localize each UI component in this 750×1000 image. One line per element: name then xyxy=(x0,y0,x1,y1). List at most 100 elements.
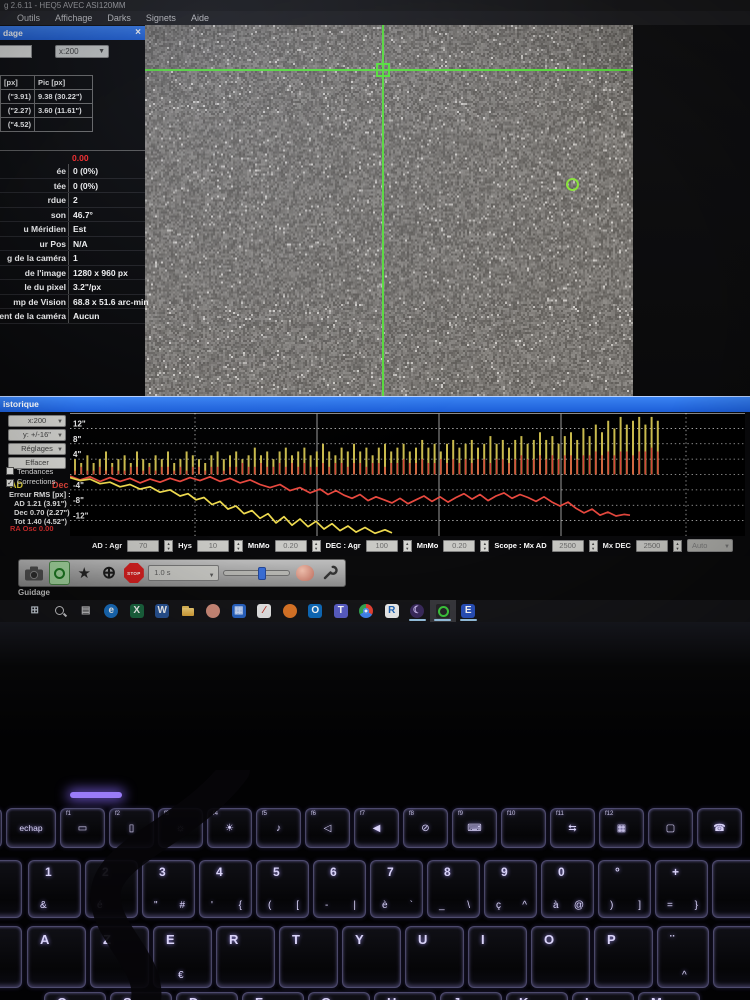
spinner[interactable]: ▲ ▼ xyxy=(589,540,598,552)
word-icon[interactable]: W xyxy=(155,604,169,618)
phd2-brain-icon-slot[interactable] xyxy=(201,600,227,622)
camera-connect-icon[interactable] xyxy=(24,561,45,585)
feather-app-icon-slot[interactable] xyxy=(277,600,303,622)
start-icon[interactable]: ⊞ xyxy=(28,604,42,618)
param-input-mxdec[interactable]: 2500 xyxy=(636,540,668,552)
outlook-icon[interactable]: O xyxy=(308,604,322,618)
spinner[interactable]: ▲ ▼ xyxy=(312,540,321,552)
excel-icon-slot[interactable]: X xyxy=(124,600,150,622)
checkbox-corrections[interactable]: ✓ Corrections xyxy=(6,477,55,486)
key-f8-mic-mute: f8 ⊘ xyxy=(403,808,448,848)
camera-noise[interactable] xyxy=(145,25,633,396)
menu-outils[interactable]: Outils xyxy=(17,11,40,25)
planetarium-icon[interactable]: ☾ xyxy=(410,604,424,618)
e-app-icon-slot[interactable]: E xyxy=(456,600,482,622)
param-input-adagr[interactable]: 70 xyxy=(127,540,159,552)
stop-icon[interactable]: STOP xyxy=(123,561,144,585)
spinner[interactable]: ▲ ▼ xyxy=(673,540,682,552)
key-U: U xyxy=(405,926,464,988)
search-icon-slot[interactable] xyxy=(48,600,74,622)
spinner[interactable]: ▲ ▼ xyxy=(403,540,412,552)
menu-aide[interactable]: Aide xyxy=(191,11,209,25)
guide-panel-titlebar: dage × xyxy=(0,26,145,40)
spinner[interactable]: ▲ ▼ xyxy=(234,540,243,552)
chrome-icon[interactable] xyxy=(359,604,373,618)
close-icon[interactable]: × xyxy=(135,26,141,40)
guide-zoom-select[interactable]: x:200 ▼ xyxy=(55,45,109,58)
guide-scope-icon[interactable] xyxy=(436,604,450,618)
spinner[interactable]: ▲ ▼ xyxy=(164,540,173,552)
dim-slider[interactable] xyxy=(223,570,291,576)
key-f11: f11 ⇆ xyxy=(550,808,595,848)
param-input-hys[interactable]: 10 xyxy=(197,540,229,552)
phd2-brain-icon[interactable] xyxy=(206,604,220,618)
history-select-1[interactable]: y: +/-16" ▼ xyxy=(8,429,66,441)
key-P: P xyxy=(594,926,653,988)
guide-scope-icon-slot[interactable] xyxy=(430,600,456,622)
history-select-2[interactable]: Réglages ▼ xyxy=(8,443,66,455)
param-label: DEC : Agr xyxy=(326,541,361,550)
teams-icon-slot[interactable]: T xyxy=(328,600,354,622)
svg-text:-8": -8" xyxy=(73,496,84,505)
edge-icon[interactable]: e xyxy=(104,604,118,618)
chrome-icon-slot[interactable] xyxy=(354,600,380,622)
excel-icon[interactable]: X xyxy=(130,604,144,618)
key-partial xyxy=(0,860,22,918)
key-f9-backlight: f9 ⌨ xyxy=(452,808,497,848)
pen-app-icon[interactable]: ∕ xyxy=(257,604,271,618)
word-icon-slot[interactable]: W xyxy=(150,600,176,622)
calculator-icon-slot[interactable]: ▦ xyxy=(226,600,252,622)
info-row: son 46.7° xyxy=(0,208,145,223)
keyboard-letter-row: A Z E € R T Y U I O P ¨ ^ xyxy=(0,926,750,990)
r-app-icon[interactable]: R xyxy=(385,604,399,618)
task-view-icon-slot[interactable]: ▤ xyxy=(73,600,99,622)
feather-app-icon[interactable] xyxy=(283,604,297,618)
slider-thumb[interactable] xyxy=(258,567,266,580)
info-label: le du pixel xyxy=(0,282,66,292)
menu-darks[interactable]: Darks xyxy=(107,11,131,25)
brain-advanced-settings-icon[interactable] xyxy=(294,561,315,585)
planetarium-icon-slot[interactable]: ☾ xyxy=(405,600,431,622)
param-input-decagr[interactable]: 100 xyxy=(366,540,398,552)
r-app-icon-slot[interactable]: R xyxy=(379,600,405,622)
camera-setup-wrench-icon[interactable] xyxy=(319,561,340,585)
history-plot: 12" 8" 4" -4" -8" -12" xyxy=(70,413,745,536)
running-indicator xyxy=(434,619,451,621)
param-input-mnmo[interactable]: 0.20 xyxy=(275,540,307,552)
auto-select-star-icon[interactable]: ★ xyxy=(74,561,95,585)
start-icon-slot[interactable]: ⊞ xyxy=(22,600,48,622)
explorer-icon-slot[interactable] xyxy=(175,600,201,622)
begin-guiding-icon[interactable]: ⊕ xyxy=(99,561,120,585)
calculator-icon[interactable]: ▦ xyxy=(232,604,246,618)
edge-icon-slot[interactable]: e xyxy=(99,600,125,622)
spinner[interactable]: ▲ ▼ xyxy=(480,540,489,552)
history-select-0[interactable]: x:200 ▼ xyxy=(8,415,66,427)
explorer-icon[interactable] xyxy=(181,604,195,618)
checkbox-tendances[interactable]: Tendances xyxy=(6,467,53,476)
running-indicator xyxy=(460,619,477,621)
outlook-icon-slot[interactable]: O xyxy=(303,600,329,622)
search-icon[interactable] xyxy=(53,604,67,618)
loop-exposures-icon[interactable] xyxy=(49,561,70,585)
guide-panel-input[interactable] xyxy=(0,45,32,58)
task-view-icon[interactable]: ▤ xyxy=(79,604,93,618)
exposure-select[interactable]: 1.0 s ▼ xyxy=(148,565,218,581)
camera-view[interactable] xyxy=(145,25,633,396)
key-f2: f2 ▯ xyxy=(109,808,154,848)
key-H: H xyxy=(374,992,436,1000)
rms-peak-table: [px] Pic [px] (3.91") 9.38 (30.22") (2.27") 3… xyxy=(0,75,93,132)
param-input-mnmo[interactable]: 0.20 xyxy=(443,540,475,552)
key-4: 4 '{ xyxy=(199,860,252,918)
pen-app-icon-slot[interactable]: ∕ xyxy=(252,600,278,622)
e-app-icon[interactable]: E xyxy=(461,604,475,618)
svg-text:8": 8" xyxy=(73,435,81,444)
menu-signets[interactable]: Signets xyxy=(146,11,176,25)
param-input-scopemxad[interactable]: 2500 xyxy=(552,540,584,552)
menu-affichage[interactable]: Affichage xyxy=(55,11,92,25)
history-graph-window: istorique Effacer AD Dec Erreur RMS [px]… xyxy=(0,396,750,556)
teams-icon[interactable]: T xyxy=(334,604,348,618)
info-row: ée 0 (0%) xyxy=(0,164,145,179)
param-label: MnMo xyxy=(417,541,439,550)
auto-select[interactable]: Auto ▼ xyxy=(687,539,733,552)
guide-stats-panel: dage × x:200 ▼ [px] Pic [px] (3.91") 9.38 (3… xyxy=(0,26,145,395)
